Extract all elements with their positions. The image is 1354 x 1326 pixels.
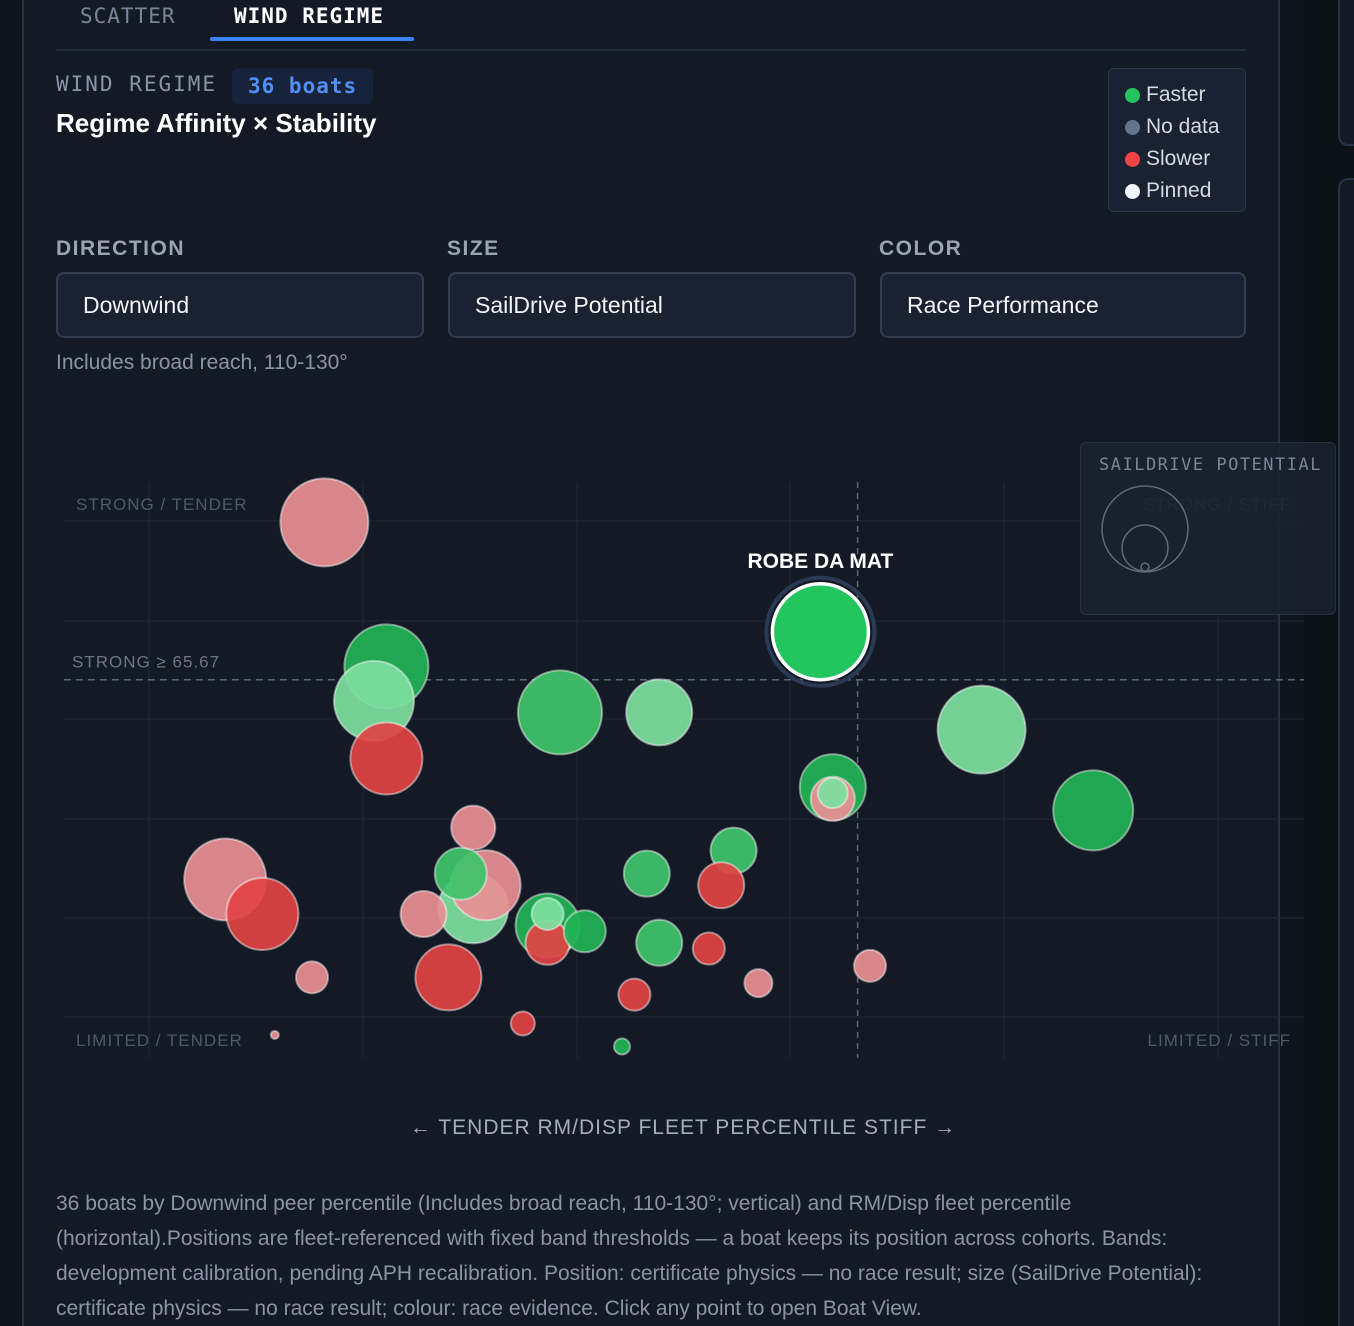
boat-point[interactable] bbox=[450, 804, 497, 851]
color-legend: Faster No data Slower Pinned bbox=[1108, 68, 1246, 212]
boat-point[interactable] bbox=[399, 890, 448, 938]
side-card bbox=[1338, 178, 1354, 1326]
color-select[interactable]: Race Performance bbox=[880, 272, 1246, 338]
legend-item-faster: Faster bbox=[1125, 79, 1245, 111]
boat-point[interactable] bbox=[509, 1010, 536, 1037]
faster-dot-icon bbox=[1125, 87, 1140, 103]
tab-bar: SCATTER WIND REGIME bbox=[56, 0, 1246, 51]
size-legend-small-circle bbox=[1140, 562, 1150, 572]
boat-point[interactable] bbox=[617, 977, 652, 1012]
boat-point[interactable] bbox=[691, 931, 726, 966]
pinned-boat-label: ROBE DA MAT bbox=[747, 550, 893, 573]
pinned-boat-point[interactable] bbox=[770, 582, 871, 682]
size-label: SIZE bbox=[447, 237, 500, 260]
legend-item-pinned: Pinned bbox=[1125, 175, 1245, 207]
boat-point[interactable] bbox=[562, 909, 607, 954]
side-card bbox=[1338, 0, 1354, 146]
boat-point[interactable] bbox=[349, 721, 424, 796]
boat-point[interactable] bbox=[622, 849, 671, 898]
direction-select[interactable]: Downwind bbox=[56, 272, 424, 338]
quadrant-label-strong-tender: STRONG / TENDER bbox=[76, 495, 247, 514]
boat-point[interactable] bbox=[269, 1029, 280, 1040]
legend-item-no-data: No data bbox=[1125, 111, 1245, 143]
boat-point[interactable] bbox=[743, 968, 774, 999]
boat-point[interactable] bbox=[279, 477, 370, 568]
chart-description: 36 boats by Downwind peer percentile (In… bbox=[56, 1192, 1203, 1320]
boat-point[interactable] bbox=[295, 960, 329, 995]
size-legend-title: SAILDRIVE POTENTIAL bbox=[1099, 455, 1322, 475]
size-legend-circles bbox=[1101, 485, 1189, 573]
boat-point[interactable] bbox=[613, 1037, 631, 1056]
boat-point[interactable] bbox=[414, 943, 483, 1012]
boat-point[interactable] bbox=[625, 678, 694, 747]
size-legend-card: SAILDRIVE POTENTIAL bbox=[1080, 442, 1336, 615]
chart-title: Regime Affinity × Stability bbox=[56, 108, 377, 138]
section-kicker: WIND REGIME bbox=[56, 72, 218, 96]
boat-point[interactable] bbox=[1052, 769, 1135, 852]
direction-label: DIRECTION bbox=[56, 237, 185, 260]
boat-point[interactable] bbox=[697, 861, 746, 910]
slower-dot-icon bbox=[1125, 151, 1140, 167]
no-data-dot-icon bbox=[1125, 119, 1140, 135]
boat-point[interactable] bbox=[816, 777, 849, 810]
boat-point[interactable] bbox=[936, 684, 1027, 775]
tab-scatter[interactable]: SCATTER bbox=[80, 4, 176, 28]
boat-point[interactable] bbox=[433, 846, 488, 901]
size-legend-medium-circle bbox=[1121, 524, 1169, 572]
direction-hint: Includes broad reach, 110-130° bbox=[56, 351, 348, 374]
x-axis-label: ← TENDER RM/DISP FLEET PERCENTILE STIFF … bbox=[409, 1116, 957, 1139]
pinned-halo bbox=[764, 575, 877, 688]
active-tab-indicator bbox=[210, 37, 414, 41]
size-legend-large-circle bbox=[1101, 485, 1189, 573]
boat-point[interactable] bbox=[530, 897, 565, 931]
size-select[interactable]: SailDrive Potential bbox=[448, 272, 856, 338]
quadrant-label-limited-tender: LIMITED / TENDER bbox=[76, 1031, 243, 1050]
boat-point[interactable] bbox=[635, 918, 684, 967]
boat-count-badge: 36 boats bbox=[232, 68, 374, 104]
boat-point[interactable] bbox=[225, 877, 300, 951]
color-label: COLOR bbox=[879, 237, 963, 260]
boat-point[interactable] bbox=[853, 948, 887, 983]
quadrant-label-limited-stiff: LIMITED / STIFF bbox=[1148, 1031, 1291, 1050]
pinned-dot-icon bbox=[1125, 183, 1140, 199]
wind-regime-panel bbox=[22, 0, 1280, 1326]
legend-item-slower: Slower bbox=[1125, 143, 1245, 175]
tab-wind-regime[interactable]: WIND REGIME bbox=[234, 4, 385, 28]
strong-threshold-label: STRONG ≥ 65.67 bbox=[72, 653, 220, 672]
boat-point[interactable] bbox=[517, 669, 603, 756]
